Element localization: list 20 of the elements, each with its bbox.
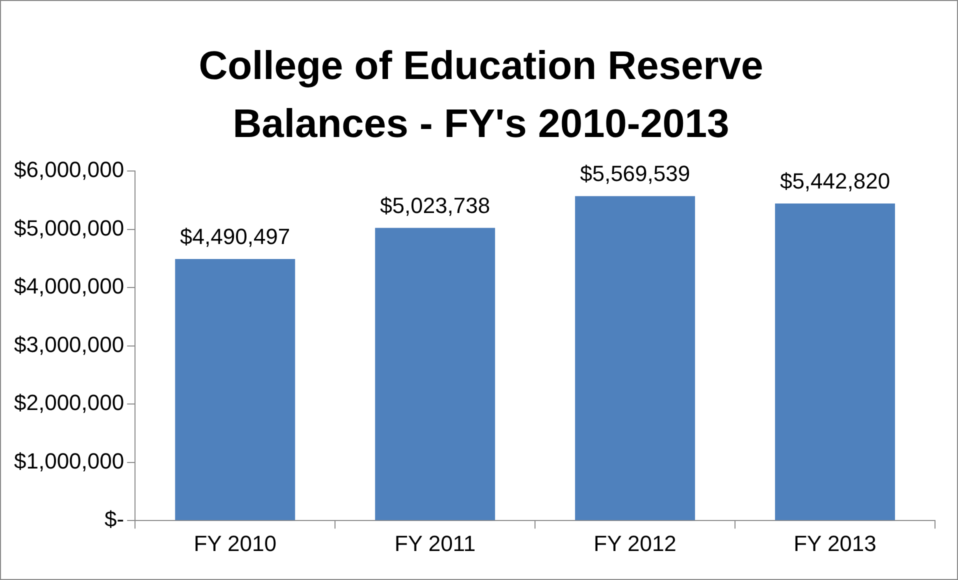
x-tick-label: FY 2013	[794, 530, 876, 556]
y-tick-label: $1,000,000	[14, 448, 124, 474]
chart-title: College of Education Reserve Balances - FY's 2010-2013	[198, 43, 764, 148]
bar	[175, 258, 296, 520]
bar	[775, 203, 896, 520]
y-tick-label: $5,000,000	[14, 215, 124, 240]
bar	[575, 196, 696, 520]
y-tick-label: $-	[104, 506, 124, 532]
x-tick-label: FY 2011	[394, 530, 476, 556]
y-tick-label: $4,000,000	[14, 274, 124, 299]
data-label: $5,442,820	[780, 168, 890, 194]
bar	[375, 228, 496, 520]
y-tick-label: $3,000,000	[14, 332, 124, 357]
x-tick-label: FY 2012	[594, 530, 676, 556]
y-tick-label: $6,000,000	[14, 157, 124, 182]
x-tick-label: FY 2010	[194, 530, 276, 556]
data-label: $5,023,738	[380, 192, 490, 218]
data-label: $4,490,497	[180, 224, 290, 250]
y-tick-label: $2,000,000	[14, 390, 124, 416]
data-label: $5,569,539	[580, 161, 690, 186]
